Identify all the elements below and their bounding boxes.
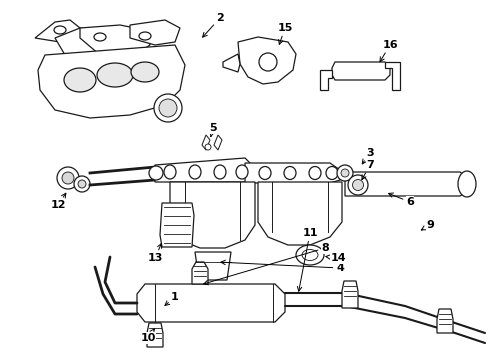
Ellipse shape [336, 165, 352, 181]
Ellipse shape [295, 245, 324, 265]
Ellipse shape [159, 99, 177, 117]
Ellipse shape [163, 165, 176, 179]
Text: 8: 8 [203, 243, 328, 285]
Text: 12: 12 [50, 193, 66, 210]
Text: 6: 6 [388, 193, 413, 207]
Polygon shape [238, 37, 295, 84]
Text: 2: 2 [202, 13, 224, 37]
Ellipse shape [97, 63, 133, 87]
Text: 1: 1 [164, 292, 179, 306]
Ellipse shape [57, 167, 79, 189]
Polygon shape [160, 203, 194, 247]
Ellipse shape [62, 172, 74, 184]
Text: 13: 13 [147, 243, 163, 263]
Polygon shape [137, 284, 285, 322]
Ellipse shape [325, 166, 337, 180]
Ellipse shape [54, 26, 66, 34]
Text: 4: 4 [221, 260, 343, 273]
Text: 15: 15 [277, 23, 292, 44]
Polygon shape [244, 163, 339, 183]
Ellipse shape [74, 176, 90, 192]
Polygon shape [384, 62, 399, 90]
Polygon shape [38, 45, 184, 118]
Ellipse shape [189, 165, 201, 179]
Polygon shape [147, 323, 163, 347]
Ellipse shape [214, 165, 225, 179]
Ellipse shape [204, 144, 210, 150]
Ellipse shape [308, 166, 320, 180]
Ellipse shape [457, 171, 475, 197]
Ellipse shape [131, 62, 159, 82]
Polygon shape [130, 20, 180, 45]
Ellipse shape [259, 53, 276, 71]
Text: 11: 11 [297, 228, 317, 291]
Polygon shape [214, 135, 222, 150]
Polygon shape [345, 172, 469, 196]
Ellipse shape [340, 169, 348, 177]
Ellipse shape [259, 166, 270, 180]
Ellipse shape [154, 94, 182, 122]
Polygon shape [195, 252, 230, 280]
Polygon shape [80, 25, 150, 58]
Text: 7: 7 [361, 160, 373, 180]
Polygon shape [436, 309, 452, 333]
Text: 14: 14 [325, 253, 345, 263]
Text: 10: 10 [140, 329, 155, 343]
Ellipse shape [284, 166, 295, 180]
Text: 5: 5 [209, 123, 216, 136]
Ellipse shape [64, 68, 96, 92]
Ellipse shape [236, 165, 247, 179]
Ellipse shape [149, 166, 163, 180]
Polygon shape [258, 182, 341, 245]
Polygon shape [35, 20, 80, 42]
Polygon shape [155, 158, 251, 182]
Polygon shape [55, 28, 105, 55]
Polygon shape [192, 262, 207, 284]
Ellipse shape [347, 175, 367, 195]
Polygon shape [341, 281, 357, 308]
Ellipse shape [94, 33, 106, 41]
Ellipse shape [78, 180, 86, 188]
Polygon shape [319, 70, 331, 90]
Text: 3: 3 [362, 148, 373, 164]
Ellipse shape [352, 180, 363, 190]
Text: 16: 16 [379, 40, 397, 62]
Polygon shape [202, 135, 209, 150]
Text: 9: 9 [421, 220, 433, 230]
Ellipse shape [139, 32, 151, 40]
Polygon shape [223, 54, 240, 72]
Polygon shape [331, 62, 389, 80]
Ellipse shape [302, 249, 317, 261]
Polygon shape [170, 182, 254, 248]
